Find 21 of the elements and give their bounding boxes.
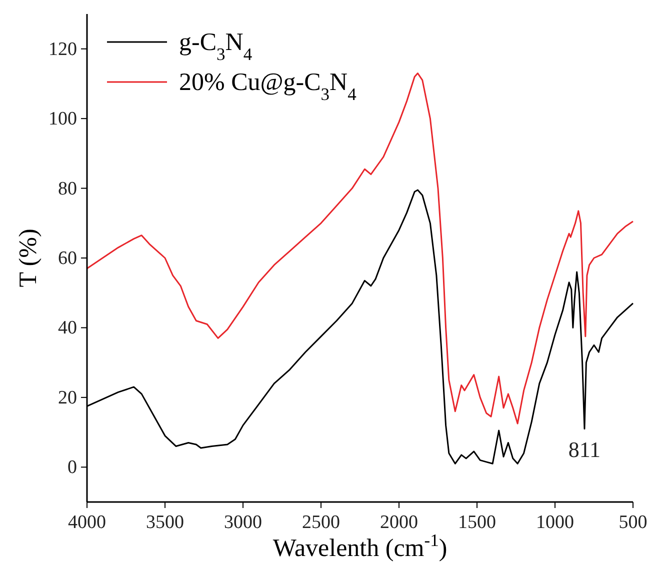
legend-label: g-C$_{3}$N$_{4}$ xyxy=(179,29,252,64)
x-tick-label: 1000 xyxy=(536,512,574,533)
y-axis-title: T (%) xyxy=(15,228,42,288)
annotation: 811 xyxy=(568,436,601,462)
x-tick-label: 3500 xyxy=(146,512,184,533)
y-tick-label: 20 xyxy=(58,387,77,408)
x-tick-label: 1500 xyxy=(458,512,496,533)
line-series xyxy=(86,72,634,424)
x-tick-label: 3000 xyxy=(224,512,262,533)
x-axis-title: Wavelenth (cm$^{-1}$) xyxy=(272,530,448,562)
y-tick-label: 100 xyxy=(48,108,77,130)
x-tick-label: 2500 xyxy=(302,512,340,533)
legend-label: 20% Cu@g-C$_{3}$N$_{4}$ xyxy=(179,69,357,104)
y-tick-label: 40 xyxy=(58,318,77,339)
y-tick-label: 80 xyxy=(58,178,77,200)
x-tick-label: 2000 xyxy=(380,512,418,533)
y-tick-label: 60 xyxy=(58,248,77,269)
x-tick-label: 4000 xyxy=(68,512,106,533)
y-tick-label: 0 xyxy=(68,457,77,478)
x-tick-label: 500 xyxy=(618,512,648,533)
y-tick-label: 120 xyxy=(48,38,77,60)
